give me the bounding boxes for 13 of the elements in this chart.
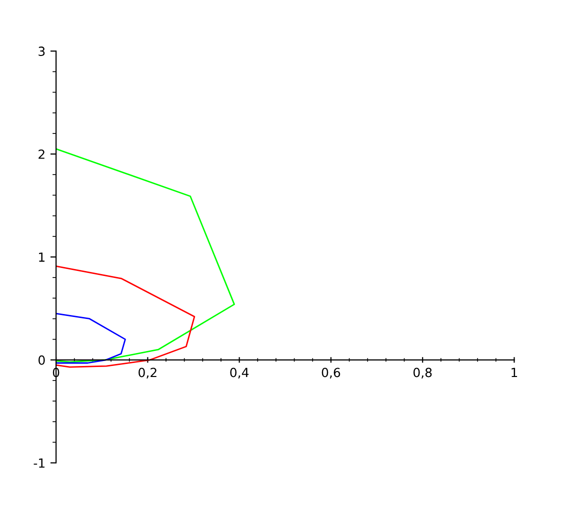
x-tick-label: 0,8 bbox=[413, 368, 432, 378]
line-series bbox=[56, 312, 126, 364]
x-tick-label: 1 bbox=[512, 368, 518, 378]
x-tick-label: 0,2 bbox=[138, 368, 156, 378]
y-tick-label: 0 bbox=[38, 355, 45, 365]
y-tick-label: 1 bbox=[39, 252, 44, 262]
y-tick-label: -1 bbox=[34, 458, 44, 468]
x-tick-label: 0,4 bbox=[230, 368, 249, 378]
y-tick-label: 3 bbox=[38, 46, 45, 56]
x-tick-label: 0,6 bbox=[322, 368, 340, 378]
line-series bbox=[56, 266, 196, 368]
line-series bbox=[56, 148, 235, 363]
y-tick-label: 2 bbox=[38, 150, 44, 159]
